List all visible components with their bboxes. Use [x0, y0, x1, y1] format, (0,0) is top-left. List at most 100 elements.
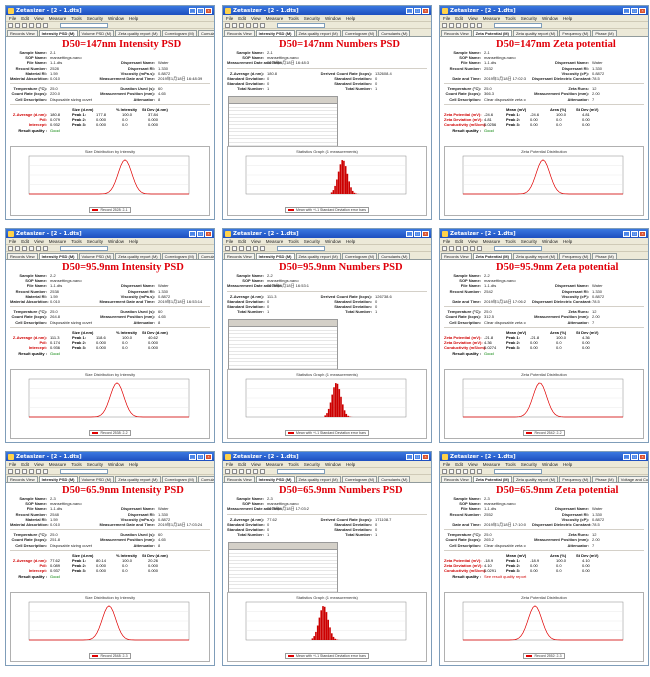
menu-item-security[interactable]: Security — [520, 239, 538, 244]
menu-item-help[interactable]: Help — [129, 462, 139, 467]
close-button[interactable]: × — [422, 7, 429, 14]
menu-item-help[interactable]: Help — [346, 16, 356, 21]
minimize-button[interactable]: _ — [623, 453, 630, 460]
report-select[interactable] — [494, 468, 542, 474]
toolbar-button-icon[interactable] — [477, 468, 482, 474]
menu-item-edit[interactable]: Edit — [21, 239, 30, 244]
tab-correlogram-m[interactable]: Correlogram (M) — [341, 30, 378, 36]
toolbar-button-icon[interactable] — [22, 22, 27, 28]
menu-item-security[interactable]: Security — [86, 462, 104, 467]
report-select[interactable] — [60, 468, 108, 474]
minimize-button[interactable]: _ — [623, 7, 630, 14]
tab-volume-psd-m[interactable]: Volume PSD (M) — [78, 476, 115, 482]
toolbar-button-icon[interactable] — [477, 245, 482, 251]
tab-cumulants-m[interactable]: Cumulants (M) — [198, 476, 214, 482]
menu-item-window[interactable]: Window — [542, 239, 559, 244]
menu-item-file[interactable]: File — [9, 16, 17, 21]
tab-zeta-potential-m[interactable]: Zeta Potential (M) — [472, 476, 512, 482]
menu-item-measure[interactable]: Measure — [265, 462, 284, 467]
toolbar-button-icon[interactable] — [463, 468, 468, 474]
tab-voltage-and-current-m[interactable]: Voltage and Current (M) — [617, 476, 648, 482]
toolbar-button-icon[interactable] — [225, 245, 230, 251]
tab-records-view[interactable]: Records View — [224, 253, 255, 259]
tab-correlogram-m[interactable]: Correlogram (M) — [161, 30, 197, 36]
menu-item-tools[interactable]: Tools — [505, 462, 516, 467]
menu-item-window[interactable]: Window — [108, 462, 125, 467]
report-select[interactable] — [277, 245, 325, 251]
toolbar-button-icon[interactable] — [239, 468, 244, 474]
tab-correlogram-m[interactable]: Correlogram (M) — [341, 476, 378, 482]
menu-item-window[interactable]: Window — [108, 16, 125, 21]
toolbar-button-icon[interactable] — [246, 468, 251, 474]
tab-records-view[interactable]: Records View — [224, 30, 255, 36]
toolbar-button-icon[interactable] — [246, 22, 251, 28]
tab-zeta-potential-m[interactable]: Zeta Potential (M) — [472, 253, 512, 259]
menu-item-help[interactable]: Help — [563, 462, 573, 467]
toolbar-button-icon[interactable] — [449, 245, 454, 251]
tab-correlogram-m[interactable]: Correlogram (M) — [341, 253, 378, 259]
toolbar-button-icon[interactable] — [232, 468, 237, 474]
toolbar-button-icon[interactable] — [22, 468, 27, 474]
close-button[interactable]: × — [205, 453, 212, 460]
toolbar-button-icon[interactable] — [232, 245, 237, 251]
menu-item-view[interactable]: View — [468, 16, 478, 21]
toolbar-button-icon[interactable] — [225, 22, 230, 28]
tab-volume-psd-m[interactable]: Volume PSD (M) — [78, 30, 115, 36]
tab-zeta-quality-report-m[interactable]: Zeta quality report (M) — [295, 253, 341, 259]
toolbar-button-icon[interactable] — [260, 468, 265, 474]
menu-item-edit[interactable]: Edit — [21, 462, 30, 467]
menu-item-security[interactable]: Security — [303, 16, 321, 21]
menu-item-view[interactable]: View — [468, 239, 478, 244]
toolbar-button-icon[interactable] — [260, 245, 265, 251]
tab-correlogram-m[interactable]: Correlogram (M) — [161, 476, 197, 482]
toolbar-button-icon[interactable] — [470, 468, 475, 474]
menu-item-view[interactable]: View — [34, 239, 44, 244]
menu-item-view[interactable]: View — [468, 462, 478, 467]
menu-item-window[interactable]: Window — [542, 462, 559, 467]
menu-item-help[interactable]: Help — [346, 239, 356, 244]
tab-cumulants-m[interactable]: Cumulants (M) — [378, 476, 411, 482]
minimize-button[interactable]: _ — [189, 230, 196, 237]
menu-item-measure[interactable]: Measure — [482, 239, 501, 244]
maximize-button[interactable]: □ — [197, 453, 204, 460]
menu-item-window[interactable]: Window — [325, 239, 342, 244]
toolbar-button-icon[interactable] — [470, 22, 475, 28]
tab-intensity-psd-m[interactable]: Intensity PSD (M) — [255, 476, 295, 482]
menu-item-measure[interactable]: Measure — [482, 16, 501, 21]
maximize-button[interactable]: □ — [197, 7, 204, 14]
maximize-button[interactable]: □ — [414, 230, 421, 237]
toolbar-button-icon[interactable] — [253, 22, 258, 28]
maximize-button[interactable]: □ — [631, 7, 638, 14]
minimize-button[interactable]: _ — [406, 453, 413, 460]
toolbar-button-icon[interactable] — [239, 22, 244, 28]
toolbar-button-icon[interactable] — [36, 245, 41, 251]
tab-zeta-quality-report-m[interactable]: Zeta quality report (M) — [512, 476, 559, 482]
menu-item-edit[interactable]: Edit — [455, 239, 464, 244]
close-button[interactable]: × — [422, 453, 429, 460]
tab-frequency-m[interactable]: Frequency (M) — [559, 253, 592, 259]
menu-item-window[interactable]: Window — [325, 16, 342, 21]
tab-intensity-psd-m[interactable]: Intensity PSD (M) — [38, 30, 78, 36]
toolbar-button-icon[interactable] — [463, 22, 468, 28]
tab-cumulants-m[interactable]: Cumulants (M) — [378, 253, 411, 259]
toolbar-button-icon[interactable] — [442, 468, 447, 474]
menu-item-security[interactable]: Security — [303, 462, 321, 467]
tab-zeta-quality-report-m[interactable]: Zeta quality report (M) — [295, 30, 341, 36]
toolbar-button-icon[interactable] — [225, 468, 230, 474]
maximize-button[interactable]: □ — [197, 230, 204, 237]
tab-cumulants-m[interactable]: Cumulants (M) — [198, 253, 214, 259]
menu-item-help[interactable]: Help — [129, 16, 139, 21]
menu-item-edit[interactable]: Edit — [455, 16, 464, 21]
tab-records-view[interactable]: Records View — [7, 476, 38, 482]
tab-cumulants-m[interactable]: Cumulants (M) — [378, 30, 411, 36]
toolbar-button-icon[interactable] — [232, 22, 237, 28]
menu-item-edit[interactable]: Edit — [21, 16, 30, 21]
tab-zeta-quality-report-m[interactable]: Zeta quality report (M) — [295, 476, 341, 482]
menu-item-window[interactable]: Window — [325, 462, 342, 467]
tab-records-view[interactable]: Records View — [441, 476, 472, 482]
toolbar-button-icon[interactable] — [477, 22, 482, 28]
menu-item-tools[interactable]: Tools — [71, 462, 82, 467]
minimize-button[interactable]: _ — [406, 7, 413, 14]
minimize-button[interactable]: _ — [189, 453, 196, 460]
tab-records-view[interactable]: Records View — [7, 30, 38, 36]
